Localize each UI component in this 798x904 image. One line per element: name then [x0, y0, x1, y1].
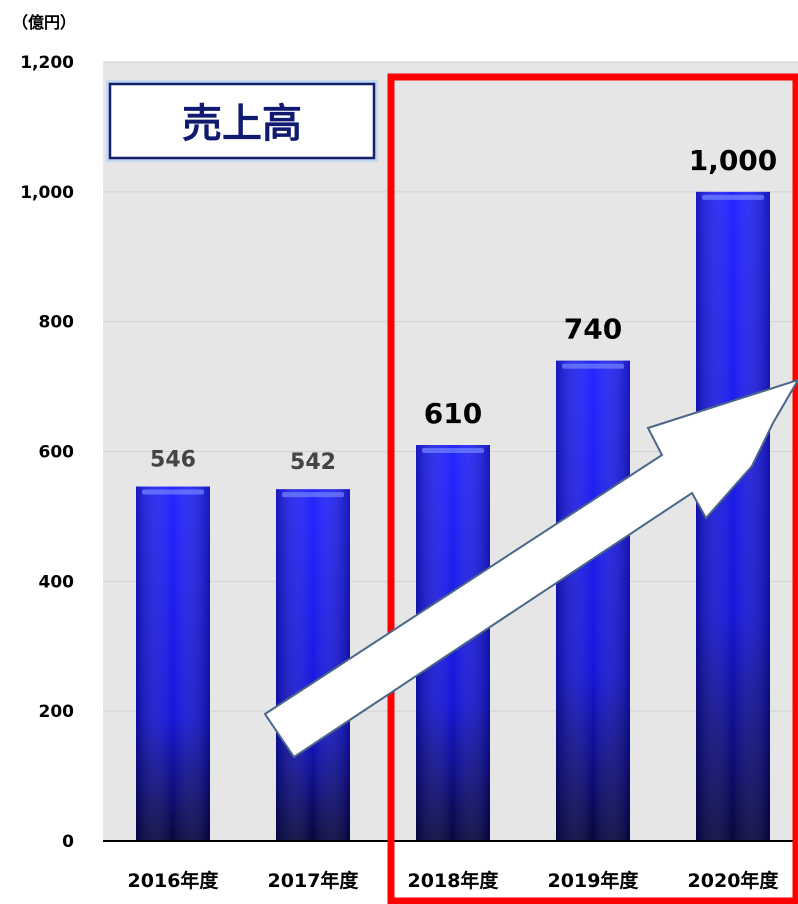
x-axis-categories: 2016年度 2017年度 2018年度 2019年度 2020年度 [128, 869, 780, 892]
title-box [108, 82, 376, 160]
y-tick-label: 400 [39, 572, 75, 592]
data-labels: 546 542 610 740 1,000 [150, 144, 777, 475]
data-label: 546 [150, 448, 196, 473]
x-category-label: 2017年度 [268, 869, 360, 892]
bar-highlight [562, 363, 624, 369]
y-tick-label: 1,000 [20, 183, 74, 203]
y-tick-label: 0 [62, 832, 74, 852]
y-tick-label: 200 [39, 702, 75, 722]
data-label: 1,000 [689, 144, 778, 177]
y-tick-label: 600 [39, 443, 75, 463]
growth-arrow [263, 378, 798, 759]
bar-highlight [282, 492, 344, 498]
chart-title: 売上高 [182, 101, 302, 147]
data-label: 740 [564, 313, 622, 346]
bar-highlight [702, 194, 764, 200]
x-category-label: 2020年度 [688, 869, 780, 892]
y-axis-ticks: 0 200 400 600 800 1,000 1,200 [20, 53, 74, 852]
data-label: 542 [290, 450, 336, 475]
x-category-label: 2016年度 [128, 869, 220, 892]
x-category-label: 2019年度 [548, 869, 640, 892]
bar-highlight [142, 489, 204, 495]
y-tick-label: 800 [39, 313, 75, 333]
data-label: 610 [424, 397, 482, 430]
bar-shading [556, 360, 630, 841]
y-tick-label: 1,200 [20, 53, 74, 73]
bar-shading [276, 489, 350, 841]
highlight-box [387, 73, 798, 904]
y-axis-unit-label: （億円） [12, 13, 76, 32]
x-category-label: 2018年度 [408, 869, 500, 892]
bar-highlight [422, 448, 484, 454]
bar-shading [136, 486, 210, 841]
